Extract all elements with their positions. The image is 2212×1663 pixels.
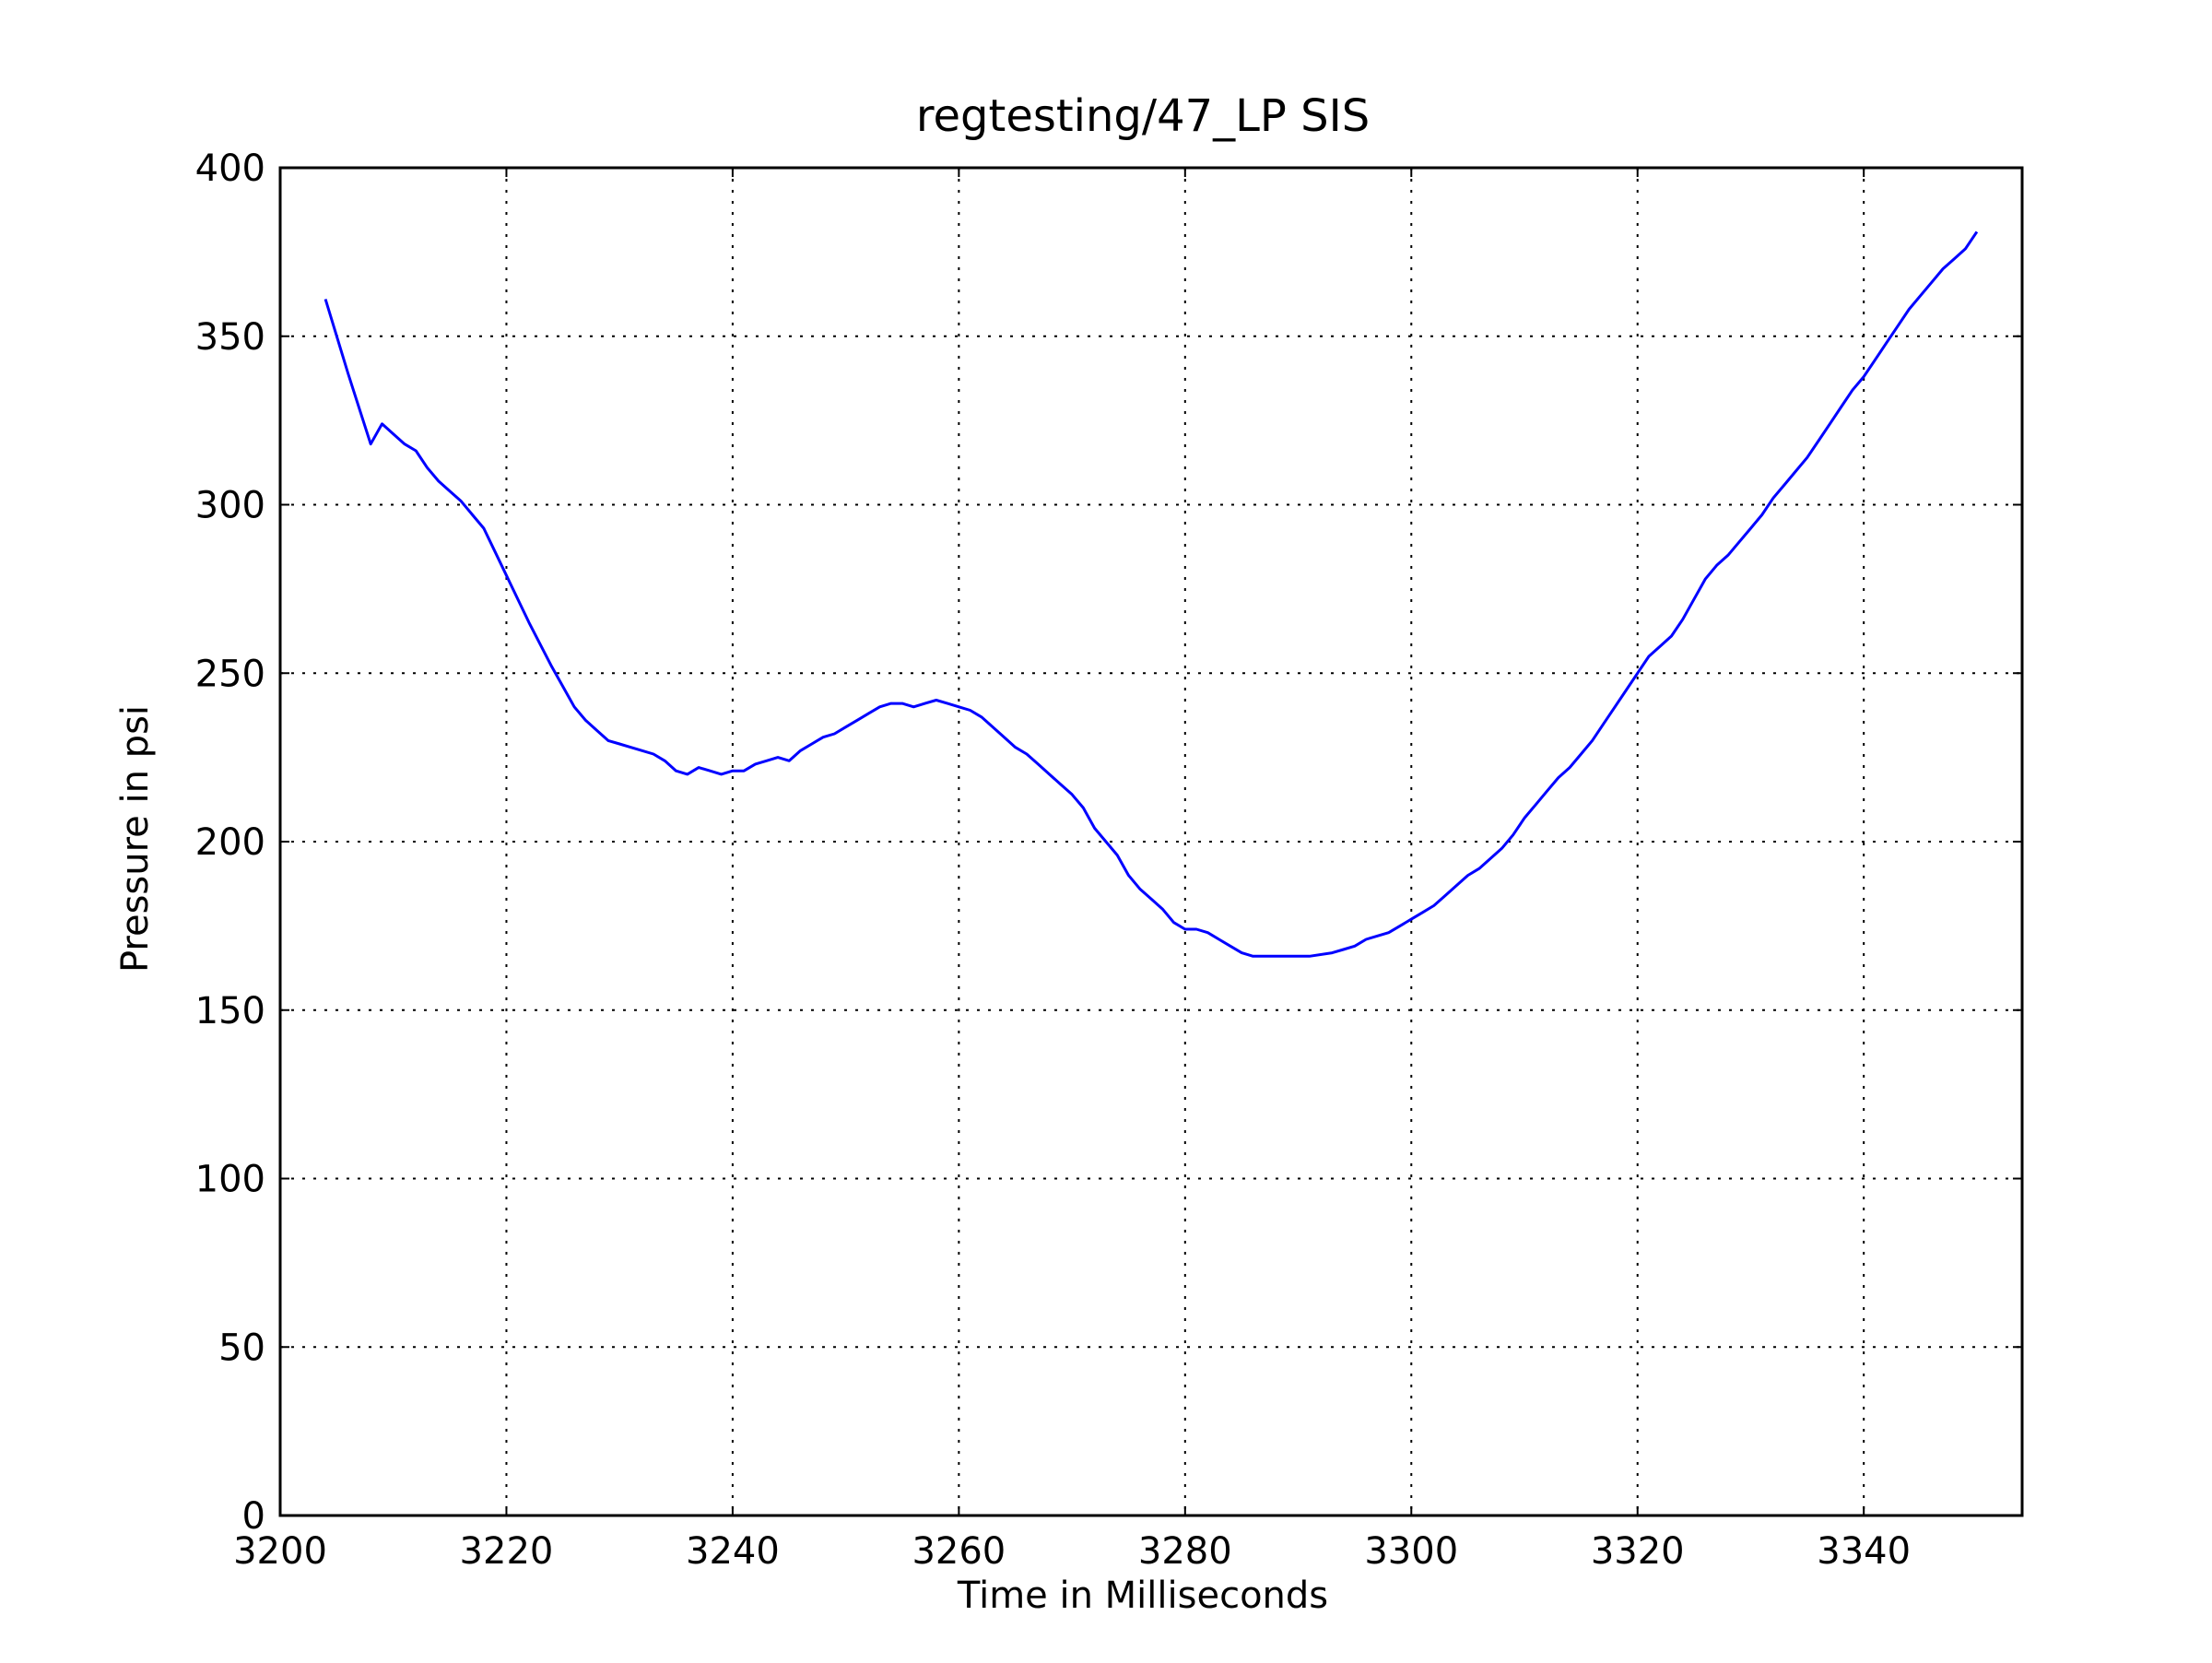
y-tick-label: 0 [242,1495,265,1538]
y-tick-label: 200 [195,821,265,864]
x-tick-label: 3220 [460,1530,554,1573]
x-tick-label: 3200 [233,1530,327,1573]
y-tick-label: 50 [218,1327,265,1369]
y-axis-label: Pressure in psi [114,705,157,973]
y-tick-label: 400 [195,147,265,190]
data-series [324,230,1979,958]
x-tick-label: 3340 [1817,1530,1911,1573]
y-tick-label: 250 [195,653,265,695]
x-tick-label: 3240 [686,1530,780,1573]
chart-title: regtesting/47_LP SIS [916,90,1370,142]
x-tick-label: 3320 [1591,1530,1685,1573]
x-tick-label: 3300 [1364,1530,1458,1573]
pressure-series-line [324,230,1979,958]
y-tick-labels: 0 50 100 150 200 250 300 350 400 [195,147,265,1538]
y-tick-label: 100 [195,1159,265,1201]
x-tick-label: 3260 [912,1530,1006,1573]
y-tick-label: 350 [195,316,265,359]
x-axis-label: Time in Milliseconds [957,1575,1328,1617]
y-tick-label: 300 [195,485,265,527]
x-tick-labels: 3200 3220 3240 3260 3280 3300 3320 3340 [233,1530,1911,1573]
x-tick-label: 3280 [1138,1530,1232,1573]
y-tick-label: 150 [195,990,265,1032]
tick-marks [279,167,2022,1516]
